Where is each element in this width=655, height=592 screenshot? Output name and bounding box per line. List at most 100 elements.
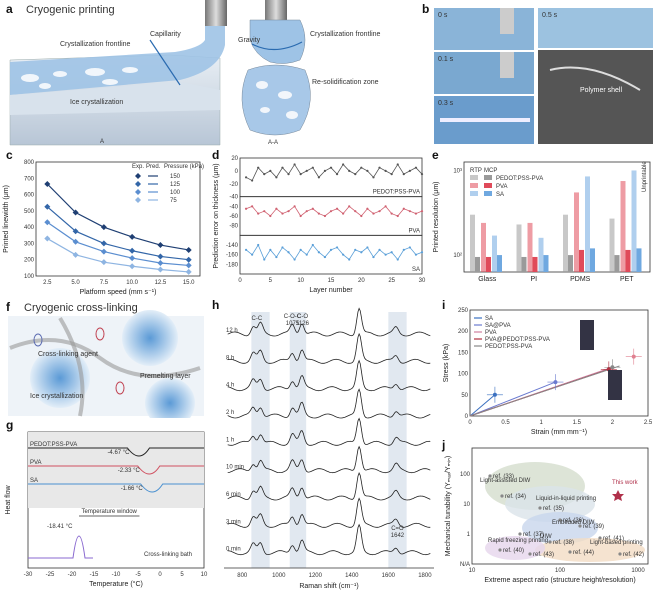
ytick-c: 400 [24, 225, 35, 231]
ref-label-j: ref. (42) [623, 552, 644, 558]
region-label-j: Liquid-in-liquid printing [536, 496, 596, 502]
point-d [384, 169, 387, 172]
point-d [275, 255, 278, 259]
point-d [408, 246, 411, 249]
legend-marker-c [135, 181, 141, 187]
point-d [354, 210, 357, 213]
point-c [129, 247, 136, 254]
chart-h: 800 1000 1200 1400 1600 1800 Raman shift (cm⁻¹… [224, 307, 434, 590]
point-c [72, 209, 79, 216]
ytick-i: 50 [461, 393, 468, 399]
xlabel-j: Extreme aspect ratio (structure height/r… [484, 577, 635, 584]
ref-label-j: ref. (43) [533, 552, 554, 558]
xtick-g: -30 [24, 572, 33, 578]
series-line-d [245, 244, 423, 261]
point-j [528, 552, 532, 556]
ref-label-j: ref. (39) [583, 524, 604, 530]
point-d [372, 212, 375, 215]
point-d [342, 163, 345, 166]
point-j [578, 524, 582, 528]
point-i [492, 392, 497, 397]
panel-label-j: j [442, 438, 446, 452]
point-d [329, 210, 333, 213]
spectrum-line-h [227, 307, 431, 337]
point-d [257, 212, 260, 215]
point-d [251, 253, 254, 256]
point-d [311, 166, 314, 169]
time-0s: 0 s [438, 12, 448, 19]
point-d [299, 214, 302, 218]
chart-i: 0 50 100 150 200 250 0 0.5 1 1.5 2 2.5 Strain (mm mm… [443, 308, 653, 436]
point-d [323, 214, 327, 218]
panel-label-d: d [212, 148, 220, 162]
point-c [129, 263, 136, 270]
xtick-g: -10 [112, 572, 121, 578]
label-ice-crystallization-f: Ice crystallization [30, 393, 83, 400]
point-d [299, 173, 302, 176]
series-line-i [469, 381, 556, 417]
ylabel-i: Stress (kPa) [443, 344, 450, 383]
point-c [185, 268, 192, 275]
panel-label-h: h [212, 298, 220, 312]
ylabel-c: Printed linewidth (μm) [3, 185, 10, 253]
shade-g [28, 432, 204, 508]
legend-swatch-e [470, 175, 478, 180]
xtick-c: 2.5 [43, 280, 52, 286]
point-d [384, 205, 387, 208]
xtick-g: 10 [201, 572, 208, 578]
xtick-d: 30 [419, 278, 426, 284]
point-d [378, 166, 381, 169]
series-label-h: 1 h [226, 437, 234, 443]
spectrum-line-h [227, 417, 431, 446]
series-line-g [28, 447, 204, 457]
bar-mcp-e [636, 248, 642, 272]
point-c [157, 259, 164, 266]
ytick-c: 100 [24, 274, 35, 280]
ref-label-j: ref. (41) [603, 536, 624, 542]
point-d [366, 169, 369, 172]
bar-mcp-e [543, 255, 549, 272]
series-line-d [245, 163, 423, 182]
highlight-band-h [251, 312, 270, 568]
point-d [335, 173, 339, 176]
point-c [44, 219, 51, 226]
label-resolidification-zone: Re-solidification zone [312, 79, 379, 86]
point-d [335, 207, 339, 210]
xlabel-h: Raman shift (cm⁻¹) [299, 583, 358, 590]
point-d [329, 248, 333, 251]
point-d [342, 253, 345, 256]
point-d [251, 205, 254, 208]
ytick-d: -40 [229, 204, 238, 210]
bar-rtp-e [492, 235, 497, 272]
xtick-c: 12.5 [155, 280, 167, 286]
ytick-j: 1 [467, 532, 471, 538]
series-label-h: 10 min [226, 465, 244, 471]
legend-swatch-e [470, 191, 478, 196]
xlabel-c: Platform speed (mm s⁻¹) [80, 289, 157, 296]
point-d [335, 246, 339, 249]
point-d [263, 258, 266, 261]
xtick-i: 2.5 [644, 420, 653, 426]
bar-mcp-e [625, 249, 631, 272]
bar-mcp-e [614, 255, 620, 272]
ytick-c: 600 [24, 193, 35, 199]
series-line-g [28, 483, 204, 493]
xtick-i: 2 [611, 420, 615, 426]
xtick-g: -5 [135, 572, 141, 578]
series-line-g [28, 535, 93, 559]
time-05s: 0.5 s [542, 12, 558, 19]
annotation-h: C-O-C [284, 314, 302, 320]
point-d [354, 248, 357, 251]
point-d [378, 248, 381, 251]
peak-label-g: -4.67 °C [107, 450, 130, 456]
xtick-c: 5.0 [71, 280, 80, 286]
specimen-photo-i [580, 320, 594, 350]
series-label-h: 2 h [226, 410, 234, 416]
ytick-c: 200 [24, 258, 35, 264]
legend-label-i: SA [485, 316, 493, 322]
point-j [488, 474, 492, 478]
bar-rtp-e [563, 214, 568, 272]
point-d [305, 169, 308, 172]
ytick-d: -180 [226, 262, 239, 268]
spectrum-line-h [227, 388, 431, 419]
